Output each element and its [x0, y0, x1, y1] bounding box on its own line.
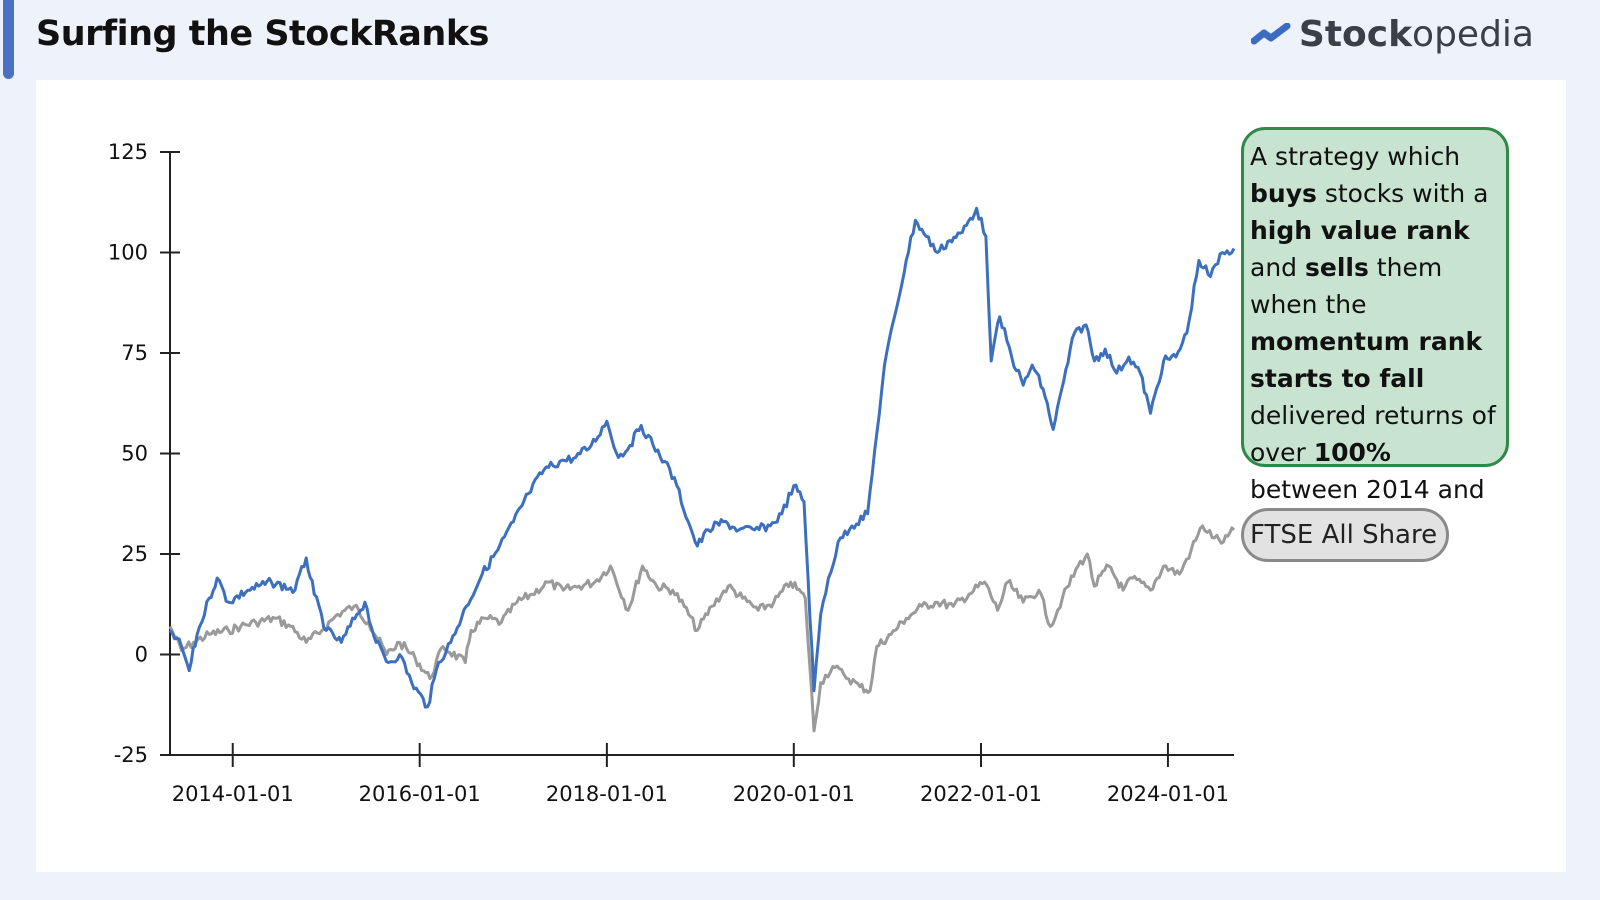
annotation-segment: 100% [1313, 438, 1391, 467]
annotation-segment: sells [1304, 253, 1369, 282]
chart-panel: -25 0 25 50 75 100 125 2014-01-01 2016-01-01 201… [36, 80, 1566, 872]
y-tick-label: 50 [121, 442, 148, 466]
x-axis: 2014-01-01 2016-01-01 2018-01-01 2020-01-01… [170, 743, 1234, 806]
benchmark-series-line [168, 524, 1236, 733]
y-tick-label: 100 [108, 241, 148, 265]
y-tick-label: 125 [108, 140, 148, 164]
annotation-segment: them when the [1250, 253, 1443, 319]
annotation-segment: momentum rank starts to fall [1250, 327, 1483, 393]
x-tick-label: 2018-01-01 [546, 782, 668, 806]
annotation-segment: A strategy which [1250, 142, 1461, 171]
strategy-series-line [168, 206, 1236, 709]
annotation-segment: buys [1250, 179, 1317, 208]
x-tick-label: 2020-01-01 [733, 782, 855, 806]
y-tick-label: 0 [135, 643, 148, 667]
benchmark-series-label: FTSE All Share [1241, 508, 1449, 562]
brand-name-light: opedia [1412, 14, 1534, 55]
annotation-segment: high value rank [1250, 216, 1470, 245]
series-layer [168, 206, 1236, 733]
x-tick-label: 2022-01-01 [920, 782, 1042, 806]
brand-name-bold: Stock [1298, 14, 1413, 55]
x-tick-label: 2014-01-01 [172, 782, 294, 806]
x-tick-label: 2016-01-01 [359, 782, 481, 806]
strategy-annotation: A strategy which buys stocks with a high… [1241, 127, 1509, 541]
y-tick-label: 75 [121, 341, 148, 365]
brand-logo[interactable]: Stockopedia [1250, 14, 1534, 55]
title-accent-bar [3, 0, 14, 79]
trend-check-icon [1250, 22, 1291, 47]
y-axis: -25 0 25 50 75 100 125 [108, 140, 180, 767]
page-title: Surfing the StockRanks [36, 14, 489, 54]
annotation-segment: and [1250, 253, 1305, 282]
x-tick-label: 2024-01-01 [1107, 782, 1229, 806]
annotation-segment: stocks with a [1316, 179, 1489, 208]
annotation-segment: delivered returns of over [1250, 401, 1496, 467]
y-tick-label: 25 [121, 542, 148, 566]
y-tick-label: -25 [114, 743, 148, 767]
